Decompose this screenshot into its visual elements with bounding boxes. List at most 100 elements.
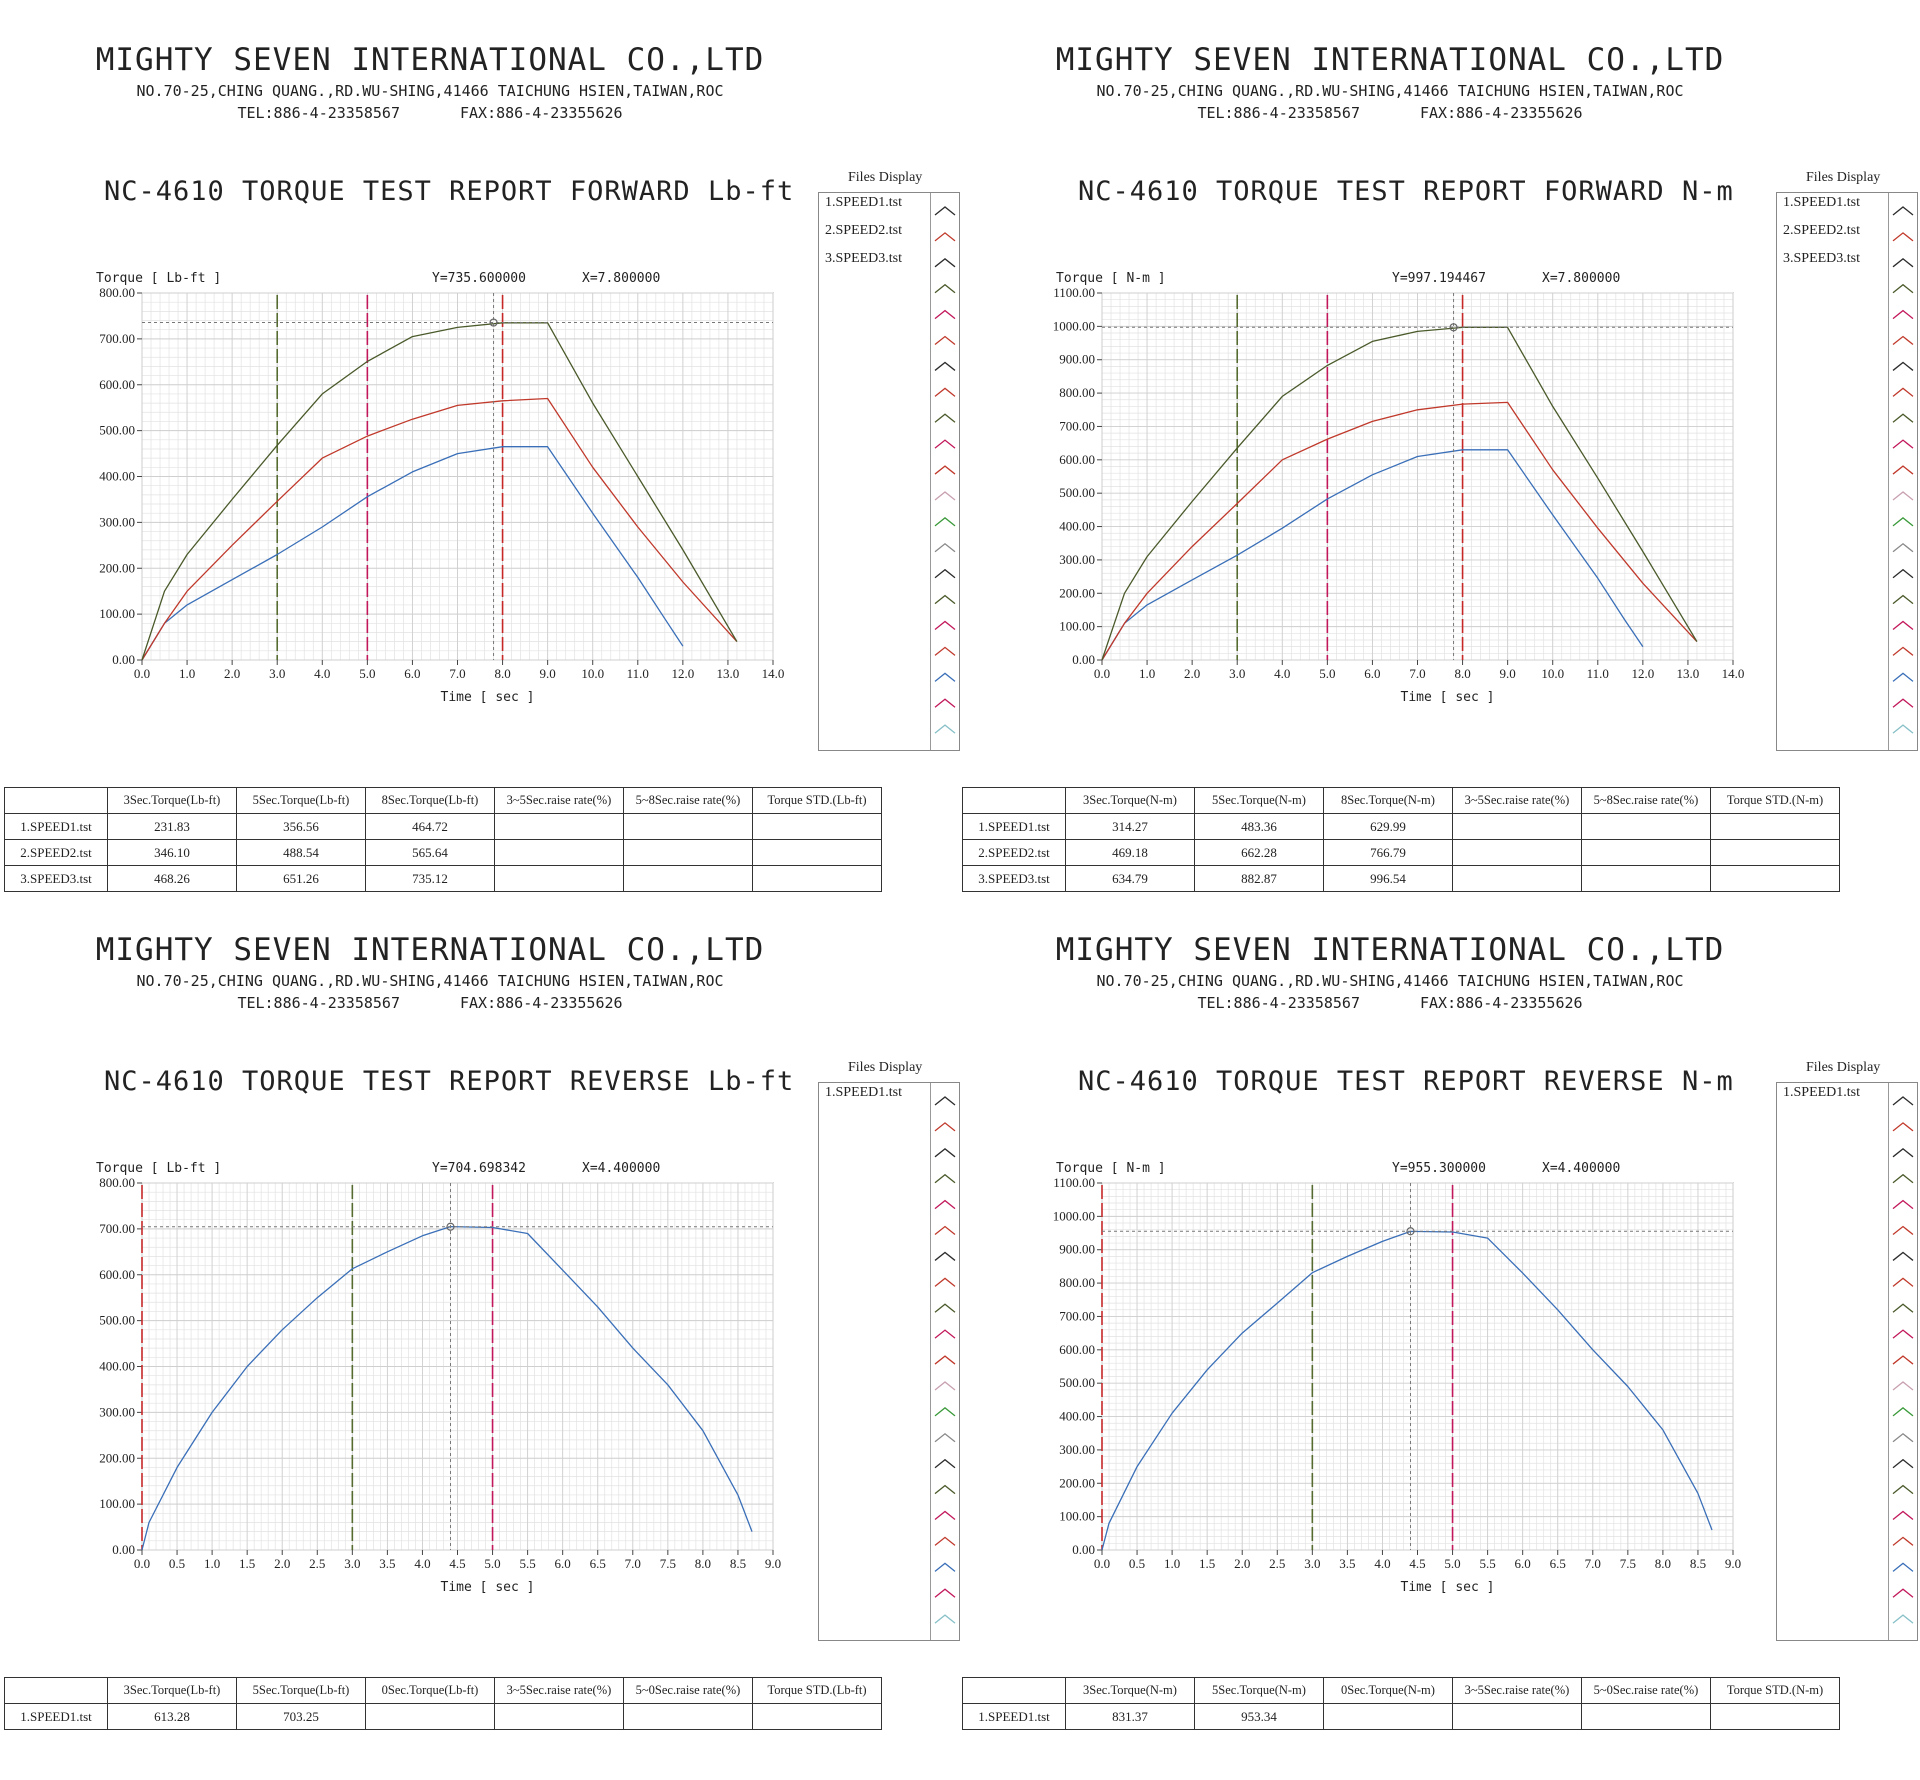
table-cell: 613.28: [107, 1703, 237, 1730]
table-cell: 469.18: [1065, 839, 1195, 866]
x-tick-label: 14.0: [1722, 666, 1745, 681]
table-header-row: 3Sec.Torque(Lb-ft) 5Sec.Torque(Lb-ft) 0Sec…: [4, 1677, 882, 1704]
table-header-cell: 3~5Sec.raise rate(%): [494, 787, 624, 814]
y-tick-label: 1100.00: [1053, 1175, 1095, 1190]
series-line: [1101, 401, 1698, 661]
x-tick-label: 4.0: [414, 1556, 430, 1571]
table-row: 3.SPEED3.tst 634.79 882.87 996.54: [962, 865, 1840, 892]
file-item[interactable]: 1.SPEED1.tst: [1783, 1085, 1861, 1100]
files-list[interactable]: 1.SPEED1.tst: [1776, 1082, 1918, 1641]
table-cell: [1710, 865, 1840, 892]
x-tick-label: 4.5: [1409, 1556, 1425, 1571]
file-item[interactable]: 1.SPEED1.tst: [825, 1085, 903, 1100]
files-list[interactable]: 1.SPEED1.tst 2.SPEED2.tst 3.SPEED3.tst: [1776, 192, 1918, 751]
table-row: 1.SPEED1.tst 231.83 356.56 464.72: [4, 813, 882, 840]
company-name: MIGHTY SEVEN INTERNATIONAL CO.,LTD: [1055, 42, 1725, 78]
legend-swatch: [1892, 517, 1914, 527]
torque-chart: 0.00 100.00 200.00 300.00 400.00 500.00 600.00…: [96, 271, 785, 705]
x-tick-label: 5.0: [1319, 666, 1335, 681]
file-item[interactable]: 1.SPEED1.tst: [1783, 195, 1861, 210]
files-display-label: Files Display: [1806, 170, 1881, 185]
files-list[interactable]: 1.SPEED1.tst 2.SPEED2.tst 3.SPEED3.tst: [818, 192, 960, 751]
table-cell: 356.56: [236, 813, 366, 840]
files-list[interactable]: 1.SPEED1.tst: [818, 1082, 960, 1641]
grid: [141, 1182, 774, 1551]
legend-swatch: [1892, 1122, 1914, 1132]
table-header-cell: 5~8Sec.raise rate(%): [623, 787, 753, 814]
report-panel-reverse-nm: MIGHTY SEVEN INTERNATIONAL CO.,LTD NO.70…: [960, 890, 1920, 1780]
table-header-cell: 5~0Sec.raise rate(%): [623, 1677, 753, 1704]
x-tick-label: 10.0: [1541, 666, 1564, 681]
y-tick-label: 1000.00: [1053, 1208, 1095, 1223]
legend-swatch: [934, 413, 956, 423]
cursor-point: [446, 1222, 455, 1231]
table-cell: [752, 813, 882, 840]
x-axis-label: Time [ sec ]: [1401, 690, 1495, 705]
legend-strip: [1888, 193, 1914, 750]
y-tick-label: 300.00: [99, 514, 135, 529]
legend-swatch: [934, 1407, 956, 1417]
x-tick-label: 0.0: [134, 1556, 150, 1571]
table-cell: [494, 1703, 624, 1730]
table-cell: 634.79: [1065, 865, 1195, 892]
table-cell: 565.64: [365, 839, 495, 866]
file-item[interactable]: 1.SPEED1.tst: [825, 195, 903, 210]
legend-swatch: [934, 1562, 956, 1572]
cursor-x-readout: X=7.800000: [1542, 271, 1620, 286]
table-header-cell: [962, 787, 1066, 814]
x-tick-label: 12.0: [1631, 666, 1654, 681]
file-item[interactable]: 3.SPEED3.tst: [1783, 251, 1861, 266]
company-contact: TEL:886-4-23358567 FAX:886-4-23355626: [0, 992, 860, 1014]
grid: [141, 292, 774, 661]
company-address: NO.70-25,CHING QUANG.,RD.WU-SHING,41466 …: [136, 82, 724, 100]
x-tick-label: 0.5: [1129, 1556, 1145, 1571]
legend-swatch: [934, 1536, 956, 1546]
table-cell: [752, 865, 882, 892]
y-tick-label: 0.00: [1072, 1542, 1095, 1557]
table-header-cell: 8Sec.Torque(N-m): [1323, 787, 1453, 814]
table-cell: [494, 813, 624, 840]
table-cell: 231.83: [107, 813, 237, 840]
x-tick-label: 2.0: [274, 1556, 290, 1571]
series-line: [1101, 1230, 1713, 1551]
y-tick-label: 1100.00: [1053, 285, 1095, 300]
cursor-y-readout: Y=955.300000: [1392, 1161, 1486, 1176]
company-address: NO.70-25,CHING QUANG.,RD.WU-SHING,41466 …: [1096, 82, 1684, 100]
x-tick-label: 8.0: [1655, 1556, 1671, 1571]
company-tel: TEL:886-4-23358567: [237, 994, 400, 1012]
y-tick-label: 600.00: [99, 377, 135, 392]
table-cell: [623, 1703, 753, 1730]
y-tick-label: 700.00: [1059, 1308, 1095, 1323]
table-cell: 488.54: [236, 839, 366, 866]
legend-swatch: [1892, 335, 1914, 346]
x-tick-label: 1.0: [179, 666, 195, 681]
file-item[interactable]: 2.SPEED2.tst: [1783, 223, 1861, 238]
y-tick-label: 600.00: [99, 1267, 135, 1282]
results-table: 3Sec.Torque(Lb-ft) 5Sec.Torque(Lb-ft) 8Sec…: [4, 787, 882, 892]
results-table: 3Sec.Torque(N-m) 5Sec.Torque(N-m) 8Sec.Tor…: [962, 787, 1840, 892]
x-tick-label: 8.0: [494, 666, 510, 681]
y-tick-label: 700.00: [99, 1221, 135, 1236]
y-tick-label: 100.00: [1059, 1509, 1095, 1524]
y-axis-label: Torque [ N-m ]: [1056, 1161, 1166, 1176]
table-header-row: 3Sec.Torque(Lb-ft) 5Sec.Torque(Lb-ft) 8Sec…: [4, 787, 882, 814]
legend-swatch: [934, 335, 956, 346]
file-item[interactable]: 2.SPEED2.tst: [825, 223, 903, 238]
legend-swatch: [1892, 1277, 1914, 1287]
legend-swatch: [1892, 1329, 1914, 1339]
table-cell: 2.SPEED2.tst: [962, 839, 1066, 866]
file-item[interactable]: 3.SPEED3.tst: [825, 251, 903, 266]
x-tick-label: 14.0: [762, 666, 785, 681]
y-tick-label: 400.00: [1059, 519, 1095, 534]
x-tick-label: 0.0: [134, 666, 150, 681]
table-header-cell: Torque STD.(N-m): [1710, 787, 1840, 814]
table-cell: 3.SPEED3.tst: [962, 865, 1066, 892]
table-cell: 831.37: [1065, 1703, 1195, 1730]
y-tick-label: 900.00: [1059, 1242, 1095, 1257]
x-tick-label: 6.5: [590, 1556, 606, 1571]
company-tel: TEL:886-4-23358567: [1197, 104, 1360, 122]
x-tick-label: 4.0: [1374, 1556, 1390, 1571]
table-cell: 468.26: [107, 865, 237, 892]
y-tick-label: 400.00: [1059, 1409, 1095, 1424]
legend-swatch: [1892, 1199, 1914, 1210]
